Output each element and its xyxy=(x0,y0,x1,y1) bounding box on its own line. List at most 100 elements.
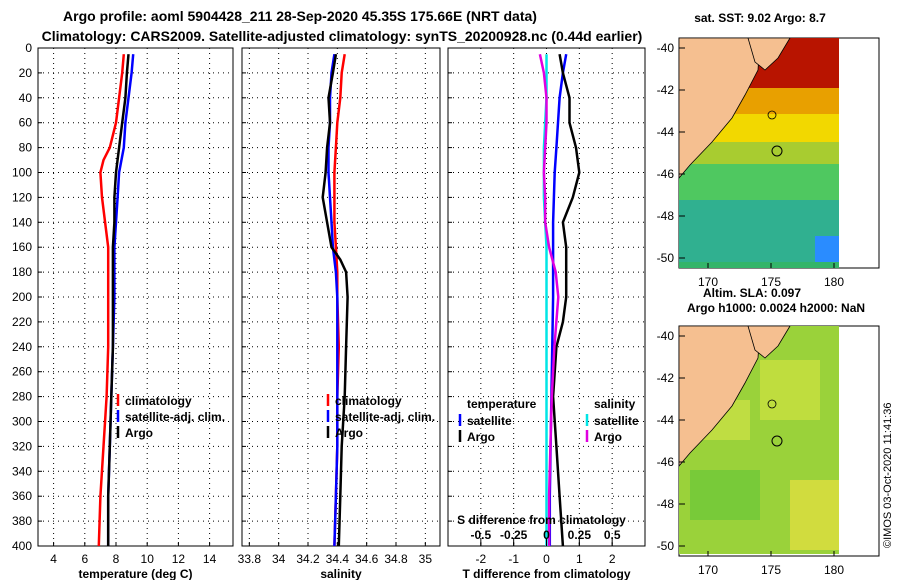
legend-label: Argo xyxy=(467,430,495,444)
depth-tick-label: 240 xyxy=(12,340,32,354)
legend-label: satellite xyxy=(594,414,639,428)
x-tick-label: -1 xyxy=(508,552,519,566)
legend-label: satellite-adj. clim. xyxy=(335,410,435,424)
x-axis-label: T difference from climatology xyxy=(462,567,630,580)
depth-tick-label: 300 xyxy=(12,415,32,429)
title-line-1: Argo profile: aoml 5904428_211 28-Sep-20… xyxy=(63,8,537,24)
depth-tick-label: 380 xyxy=(12,514,32,528)
x-tick-label: 6 xyxy=(81,552,88,566)
legend-label: climatology xyxy=(335,394,402,408)
series-line-t-argo xyxy=(551,53,581,547)
s-tick-label: -0.5 xyxy=(470,528,491,542)
legend-title-temperature: temperature xyxy=(467,397,537,411)
lon-tick-label: 170 xyxy=(698,275,718,289)
s-axis-label: S difference from climatology xyxy=(457,513,626,527)
depth-tick-label: 200 xyxy=(12,290,32,304)
salinity-panel: 33.8 34 34.2 34.4 34.6 34.8 35 salinity climatol… xyxy=(238,47,441,581)
sla-map-title-2: Argo h1000: 0.0024 h2000: NaN xyxy=(687,301,865,315)
legend-label: Argo xyxy=(594,430,622,444)
plot-frame xyxy=(37,47,234,547)
sst-map-title: sat. SST: 9.02 Argo: 8.7 xyxy=(694,11,826,25)
s-tick-label: -0.25 xyxy=(500,528,528,542)
x-tick-label: 0 xyxy=(543,552,550,566)
lat-tick-label: -40 xyxy=(657,329,675,343)
s-tick-label: 0 xyxy=(543,528,550,542)
feature-marker-2 xyxy=(767,399,777,409)
lat-tick-label: -42 xyxy=(657,83,675,97)
depth-tick-label: 160 xyxy=(12,240,32,254)
x-tick-label: 14 xyxy=(203,552,217,566)
x-axis-label: salinity xyxy=(320,567,362,580)
depth-tick-label: 80 xyxy=(19,141,33,155)
depth-tick-label: 60 xyxy=(19,116,33,130)
series-line-climatology xyxy=(97,54,126,547)
argo-location-marker xyxy=(771,145,783,157)
x-tick-label: 34.4 xyxy=(326,552,350,566)
x-tick-label: 34 xyxy=(272,552,286,566)
depth-tick-label: 20 xyxy=(19,66,33,80)
x-tick-label: 1 xyxy=(576,552,583,566)
title-line-2: Climatology: CARS2009. Satellite-adjuste… xyxy=(42,28,643,44)
x-tick-label: 8 xyxy=(113,552,120,566)
lon-tick-label: 175 xyxy=(761,563,781,577)
depth-tick-label: 120 xyxy=(12,190,32,204)
legend-title-salinity: salinity xyxy=(594,397,636,411)
lat-tick-label: -42 xyxy=(657,371,675,385)
lat-tick-label: -50 xyxy=(657,251,675,265)
lon-tick-label: 180 xyxy=(824,275,844,289)
depth-tick-label: 0 xyxy=(25,41,32,55)
depth-tick-label: 320 xyxy=(12,439,32,453)
argo-location-marker-2 xyxy=(771,435,783,447)
x-tick-label: 34.2 xyxy=(296,552,320,566)
lat-tick-label: -48 xyxy=(657,497,675,511)
x-tick-label: 4 xyxy=(50,552,57,566)
x-tick-label: 12 xyxy=(172,552,186,566)
lat-tick-label: -50 xyxy=(657,539,675,553)
depth-tick-label: 340 xyxy=(12,464,32,478)
sla-map-axes: -40 -42 -44 -46 -48 -50 170 175 180 xyxy=(657,329,845,577)
difference-panel: -2 -1 0 1 2T difference from climatology temp… xyxy=(447,47,646,581)
feature-marker xyxy=(767,110,777,120)
depth-tick-label: 280 xyxy=(12,390,32,404)
sla-map-field xyxy=(678,325,839,554)
legend-label: satellite-adj. clim. xyxy=(125,410,225,424)
s-tick-label: 0.5 xyxy=(604,528,621,542)
legend-label: satellite xyxy=(467,414,512,428)
legend-label: climatology xyxy=(125,394,192,408)
s-tick-label: 0.25 xyxy=(568,528,592,542)
sla-map: Altim. SLA: 0.097 Argo h1000: 0.0024 h20… xyxy=(657,286,880,577)
depth-tick-label: 360 xyxy=(12,489,32,503)
depth-tick-label: 40 xyxy=(19,91,33,105)
north-island-tip xyxy=(747,37,791,71)
lon-tick-label: 170 xyxy=(698,563,718,577)
sst-map-field xyxy=(678,37,839,268)
imos-footer: ©IMOS 03-Oct-2020 11:41:36 xyxy=(882,403,894,548)
x-tick-label: 34.6 xyxy=(355,552,379,566)
series-line-s-argo xyxy=(538,53,560,546)
lat-tick-label: -46 xyxy=(657,167,675,181)
sst-map: sat. SST: 9.02 Argo: 8.7 -40 -42 -44 -46 -48… xyxy=(657,11,880,289)
lat-tick-label: -46 xyxy=(657,455,675,469)
lon-tick-label: 175 xyxy=(761,275,781,289)
x-tick-label: 2 xyxy=(609,552,616,566)
x-tick-label: -2 xyxy=(475,552,486,566)
depth-tick-label: 100 xyxy=(12,166,32,180)
series-line-argo xyxy=(321,54,349,547)
lat-tick-label: -48 xyxy=(657,209,675,223)
lat-tick-label: -40 xyxy=(657,41,675,55)
lat-tick-label: -44 xyxy=(657,413,675,427)
x-tick-label: 35 xyxy=(419,552,433,566)
lat-tick-label: -44 xyxy=(657,125,675,139)
north-island-tip-2 xyxy=(747,325,791,359)
legend-label: Argo xyxy=(335,426,363,440)
depth-tick-label: 400 xyxy=(12,539,32,553)
sst-map-axes: -40 -42 -44 -46 -48 -50 170 175 180 xyxy=(657,41,845,289)
temperature-panel: 0 20 40 60 80 100 120 140 160 180 200 220 240 260 280 3… xyxy=(12,41,234,581)
depth-tick-label: 180 xyxy=(12,265,32,279)
x-tick-label: 33.8 xyxy=(238,552,262,566)
sla-map-title-1: Altim. SLA: 0.097 xyxy=(703,286,801,300)
x-tick-label: 10 xyxy=(141,552,155,566)
lon-tick-label: 180 xyxy=(824,563,844,577)
legend-label: Argo xyxy=(125,426,153,440)
